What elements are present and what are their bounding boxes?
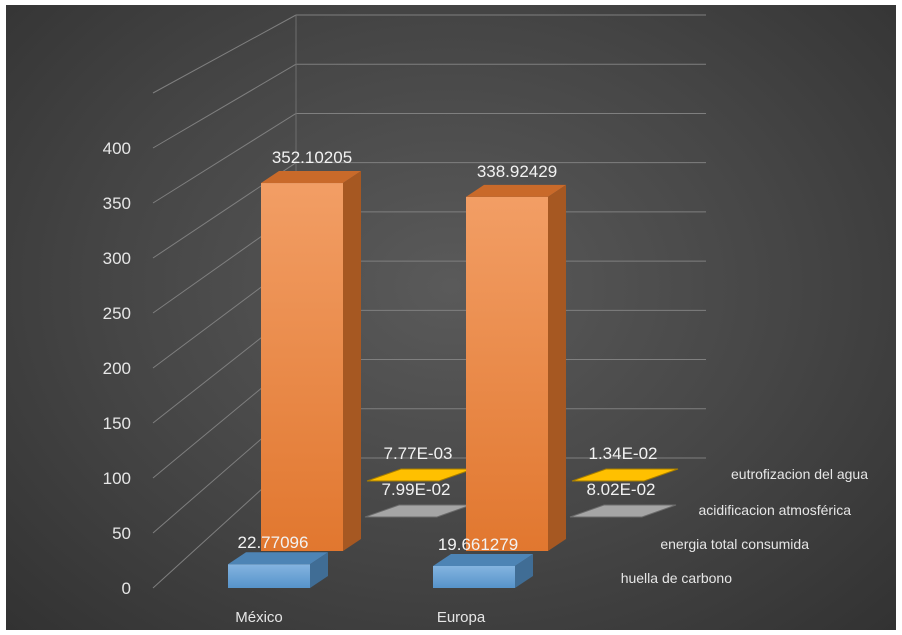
depth-axis-legend: huella de carbono energia total consumida… <box>621 466 869 586</box>
data-label-huella-de-carbono-europa: 19.661279 <box>438 535 518 554</box>
bar-top-energia-total-consumida-europa <box>466 184 566 197</box>
bar-top-huella-de-carbono-mexico <box>228 552 328 565</box>
y-tick-label: 300 <box>103 249 131 268</box>
data-labels: 22.77096 19.661279 352.10205 338.92429 7.99E… <box>238 148 658 554</box>
y-tick-label: 100 <box>103 469 131 488</box>
y-tick-label: 150 <box>103 414 131 433</box>
x-category-label: Europa <box>437 609 486 626</box>
data-label-acidificacion-atmosferica-europa: 8.02E-02 <box>587 480 656 499</box>
bar-huella-de-carbono-mexico <box>228 564 310 588</box>
series-label-eutrofizacion-del-agua: eutrofizacion del agua <box>731 466 868 482</box>
bar-side-energia-total-consumida-europa <box>548 184 566 552</box>
bar-energia-total-consumida-europa <box>466 196 548 552</box>
chart-area: 0 50 100 150 200 250 300 350 400 22.77096 19.6612… <box>6 5 896 630</box>
y-tick-label: 200 <box>103 359 131 378</box>
bar-huella-de-carbono-europa <box>433 566 515 588</box>
side-gridline <box>152 14 297 94</box>
data-label-energia-total-consumida-mexico: 352.10205 <box>272 148 352 167</box>
chart-svg: 0 50 100 150 200 250 300 350 400 22.77096 19.6612… <box>103 14 869 626</box>
bar-top-huella-de-carbono-europa <box>433 554 533 566</box>
data-label-acidificacion-atmosferica-mexico: 7.99E-02 <box>382 480 451 499</box>
series-label-acidificacion-atmosferica: acidificacion atmosférica <box>698 502 851 518</box>
bar-top-energia-total-consumida-mexico <box>261 171 361 184</box>
data-label-eutrofizacion-del-agua-europa: 1.34E-02 <box>589 444 658 463</box>
data-label-huella-de-carbono-mexico: 22.77096 <box>238 533 309 552</box>
bars <box>228 171 566 588</box>
y-tick-label: 0 <box>122 579 131 598</box>
bar-eutrofizacion-del-agua-europa <box>571 468 679 482</box>
side-gridline <box>152 63 297 149</box>
data-label-eutrofizacion-del-agua-mexico: 7.77E-03 <box>384 444 453 463</box>
y-tick-label: 50 <box>112 524 131 543</box>
bar-acidificacion-atmosferica-europa <box>569 504 677 518</box>
side-gridline <box>152 113 297 204</box>
data-label-energia-total-consumida-europa: 338.92429 <box>477 162 557 181</box>
bar-energia-total-consumida-mexico <box>261 183 343 552</box>
x-category-label: México <box>235 609 283 626</box>
bar-side-huella-de-carbono-europa <box>515 554 533 588</box>
bar-acidificacion-atmosferica-mexico <box>364 504 472 518</box>
series-label-huella-de-carbono: huella de carbono <box>621 570 733 586</box>
y-tick-label: 350 <box>103 194 131 213</box>
gridlines <box>152 14 706 589</box>
bar-side-energia-total-consumida-mexico <box>343 171 361 552</box>
y-tick-label: 250 <box>103 304 131 323</box>
series-label-energia-total-consumida: energia total consumida <box>660 536 809 552</box>
x-axis-categories: México Europa <box>235 609 486 626</box>
bar-side-huella-de-carbono-mexico <box>310 552 328 588</box>
floor-plates <box>364 468 679 518</box>
y-tick-label: 400 <box>103 139 131 158</box>
y-axis-ticks: 0 50 100 150 200 250 300 350 400 <box>103 139 131 598</box>
